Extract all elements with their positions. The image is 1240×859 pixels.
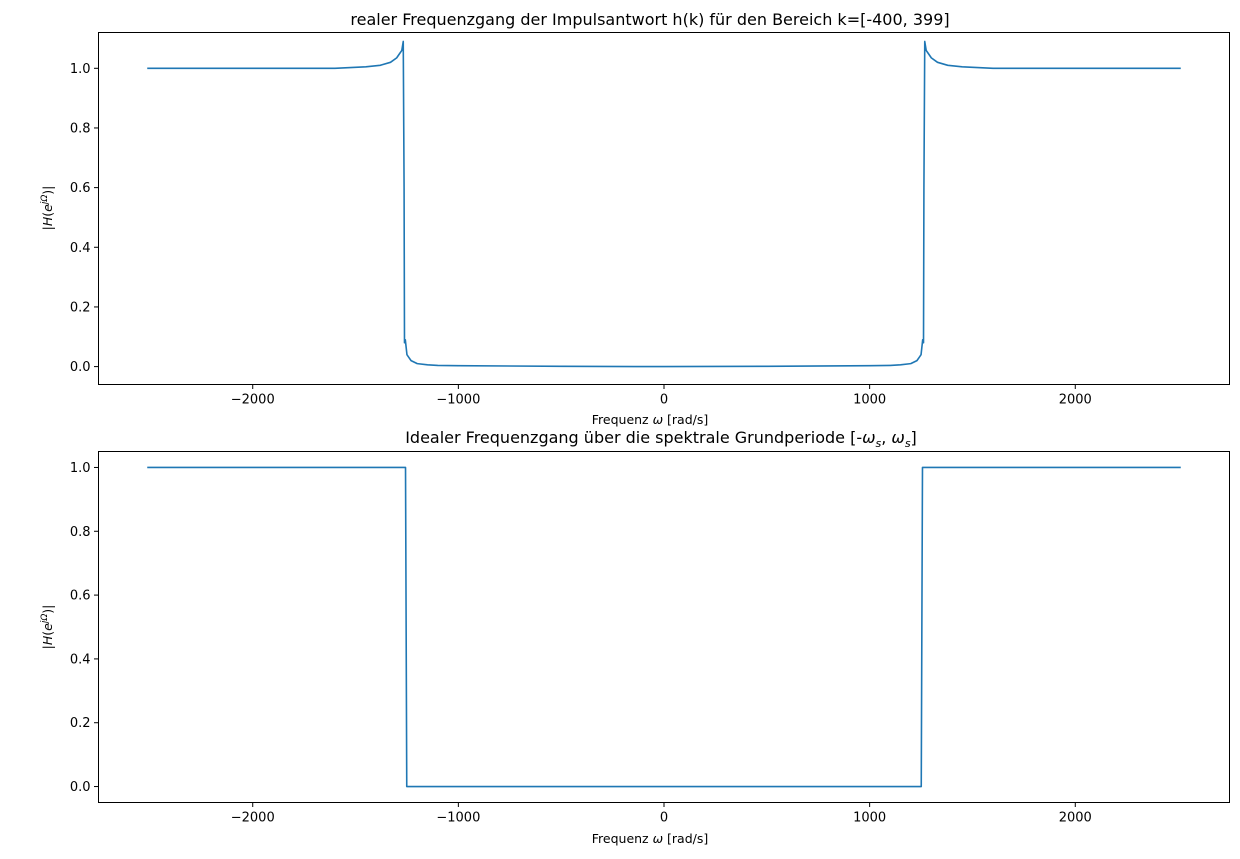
bottom-chart-y-tick-label: 1.0	[70, 461, 91, 476]
top-chart-y-axis-label: |H(ejΩ)|	[40, 186, 55, 231]
bottom-chart-x-tick-label: 0	[660, 811, 668, 826]
bottom-chart-y-tick-label: 0.4	[70, 652, 91, 667]
top-chart-y-ticks: 0.0 0.2 0.4 0.6 0.8 1.0	[70, 62, 99, 375]
top-chart-x-tick-label: 2000	[1059, 393, 1092, 408]
top-chart-x-tick-label: 0	[660, 393, 668, 408]
bottom-chart-title: Idealer Frequenzgang über die spektrale …	[405, 428, 917, 450]
bottom-chart-x-tick-label: −2000	[231, 811, 275, 826]
bottom-chart-y-tick-label: 0.0	[70, 780, 91, 795]
top-chart-y-tick-label: 0.0	[70, 360, 91, 375]
bottom-chart-y-tick-label: 0.6	[70, 589, 91, 604]
bottom-chart-y-tick-label: 0.8	[70, 525, 91, 540]
top-chart-y-tick-label: 0.2	[70, 300, 91, 315]
bottom-chart-x-axis-label: Frequenz ω [rad/s]	[592, 831, 709, 846]
top-chart-x-ticks: −2000 −1000 0 1000 2000	[231, 384, 1092, 408]
top-chart-y-tick-label: 0.8	[70, 121, 91, 136]
top-chart-x-axis-label: Frequenz ω [rad/s]	[592, 412, 709, 427]
top-chart: realer Frequenzgang der Impulsantwort h(…	[40, 10, 1230, 427]
bottom-chart-y-ticks: 0.0 0.2 0.4 0.6 0.8 1.0	[70, 461, 99, 795]
bottom-chart: Idealer Frequenzgang über die spektrale …	[40, 428, 1230, 846]
bottom-chart-y-tick-label: 0.2	[70, 716, 91, 731]
bottom-chart-series-line	[147, 466, 1181, 788]
bottom-chart-x-tick-label: 2000	[1059, 811, 1092, 826]
bottom-chart-frame	[98, 451, 1230, 803]
top-chart-y-tick-label: 0.6	[70, 181, 91, 196]
top-chart-series-line	[147, 40, 1181, 368]
top-chart-x-tick-label: −2000	[231, 393, 275, 408]
bottom-chart-x-tick-label: 1000	[853, 811, 886, 826]
bottom-chart-x-tick-label: −1000	[436, 811, 480, 826]
top-chart-x-tick-label: 1000	[853, 393, 886, 408]
top-chart-x-tick-label: −1000	[436, 393, 480, 408]
top-chart-y-tick-label: 0.4	[70, 241, 91, 256]
top-chart-y-tick-label: 1.0	[70, 62, 91, 77]
top-chart-title: realer Frequenzgang der Impulsantwort h(…	[350, 10, 949, 29]
bottom-chart-y-axis-label: |H(ejΩ)|	[40, 605, 55, 650]
bottom-chart-x-ticks: −2000 −1000 0 1000 2000	[231, 802, 1092, 826]
top-chart-frame	[98, 32, 1230, 385]
